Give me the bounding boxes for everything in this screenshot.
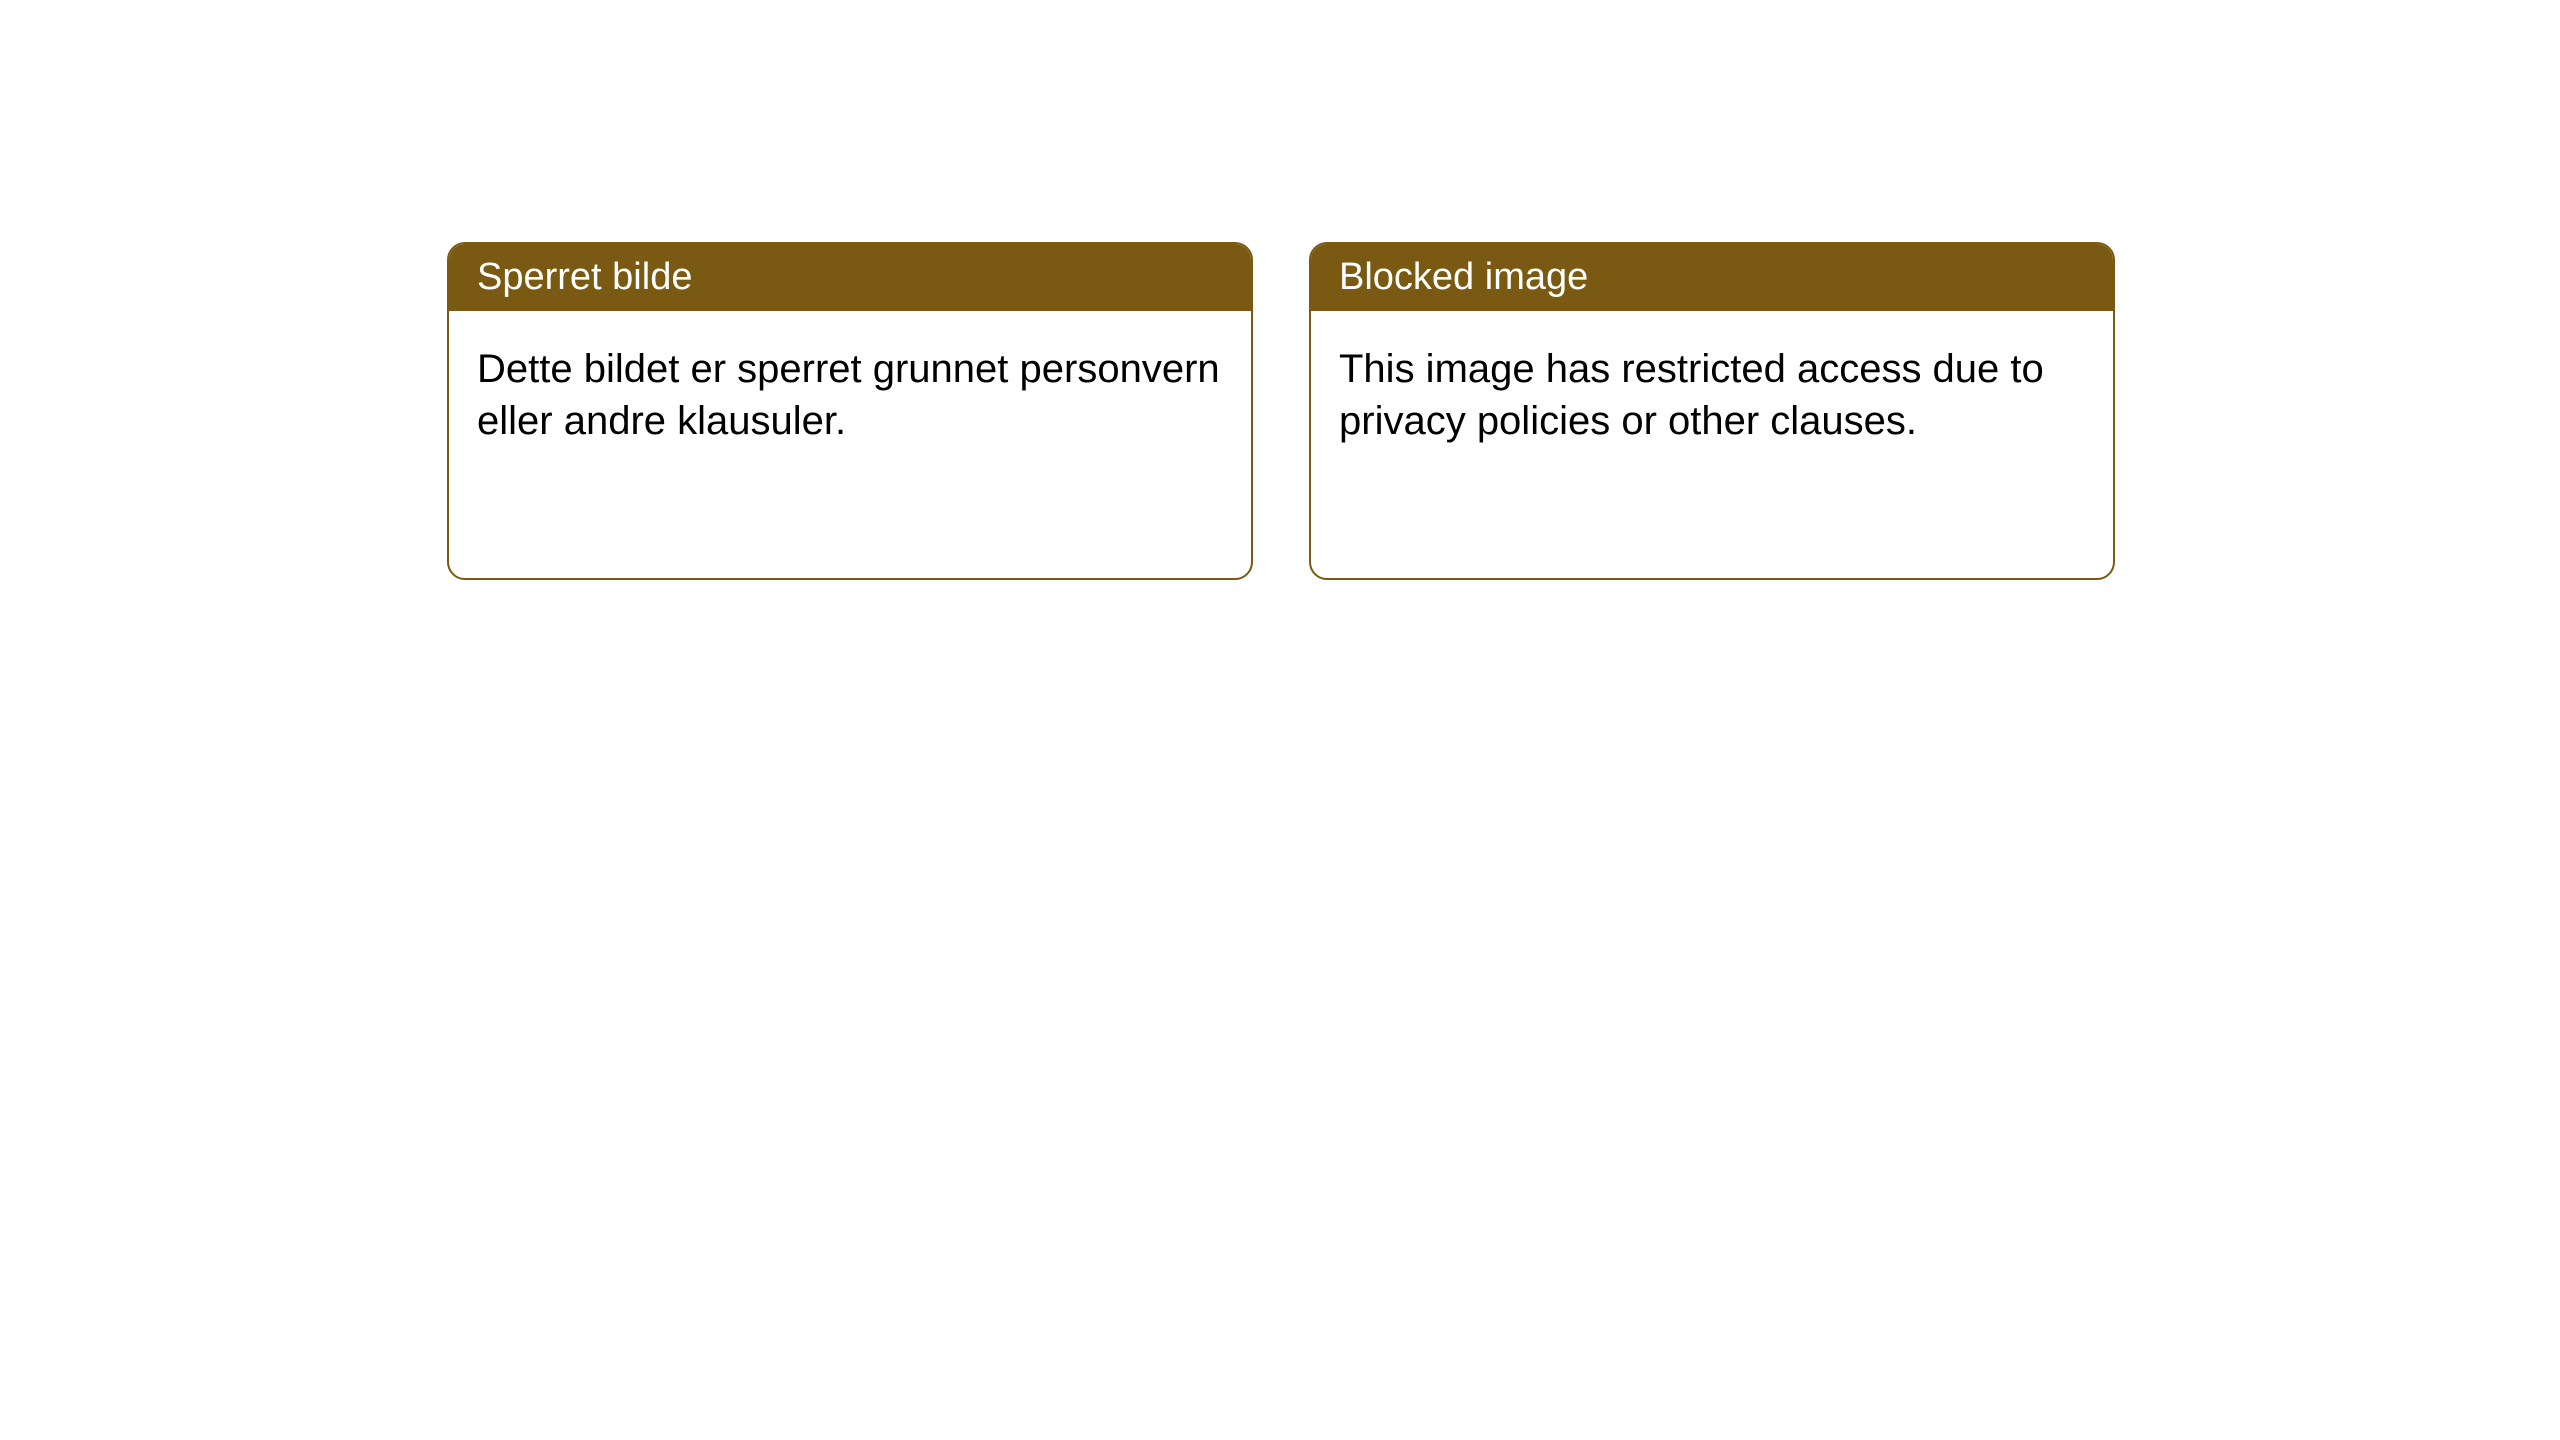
card-body: This image has restricted access due to … bbox=[1311, 311, 2113, 479]
card-body: Dette bildet er sperret grunnet personve… bbox=[449, 311, 1251, 479]
card-body-text: Dette bildet er sperret grunnet personve… bbox=[477, 347, 1220, 443]
card-title: Sperret bilde bbox=[477, 256, 692, 298]
blocked-image-card-en: Blocked image This image has restricted … bbox=[1309, 242, 2115, 580]
blocked-image-card-no: Sperret bilde Dette bildet er sperret gr… bbox=[447, 242, 1253, 580]
card-header: Sperret bilde bbox=[449, 244, 1251, 311]
card-title: Blocked image bbox=[1339, 256, 1588, 298]
cards-container: Sperret bilde Dette bildet er sperret gr… bbox=[447, 242, 2115, 580]
card-header: Blocked image bbox=[1311, 244, 2113, 311]
card-body-text: This image has restricted access due to … bbox=[1339, 347, 2044, 443]
